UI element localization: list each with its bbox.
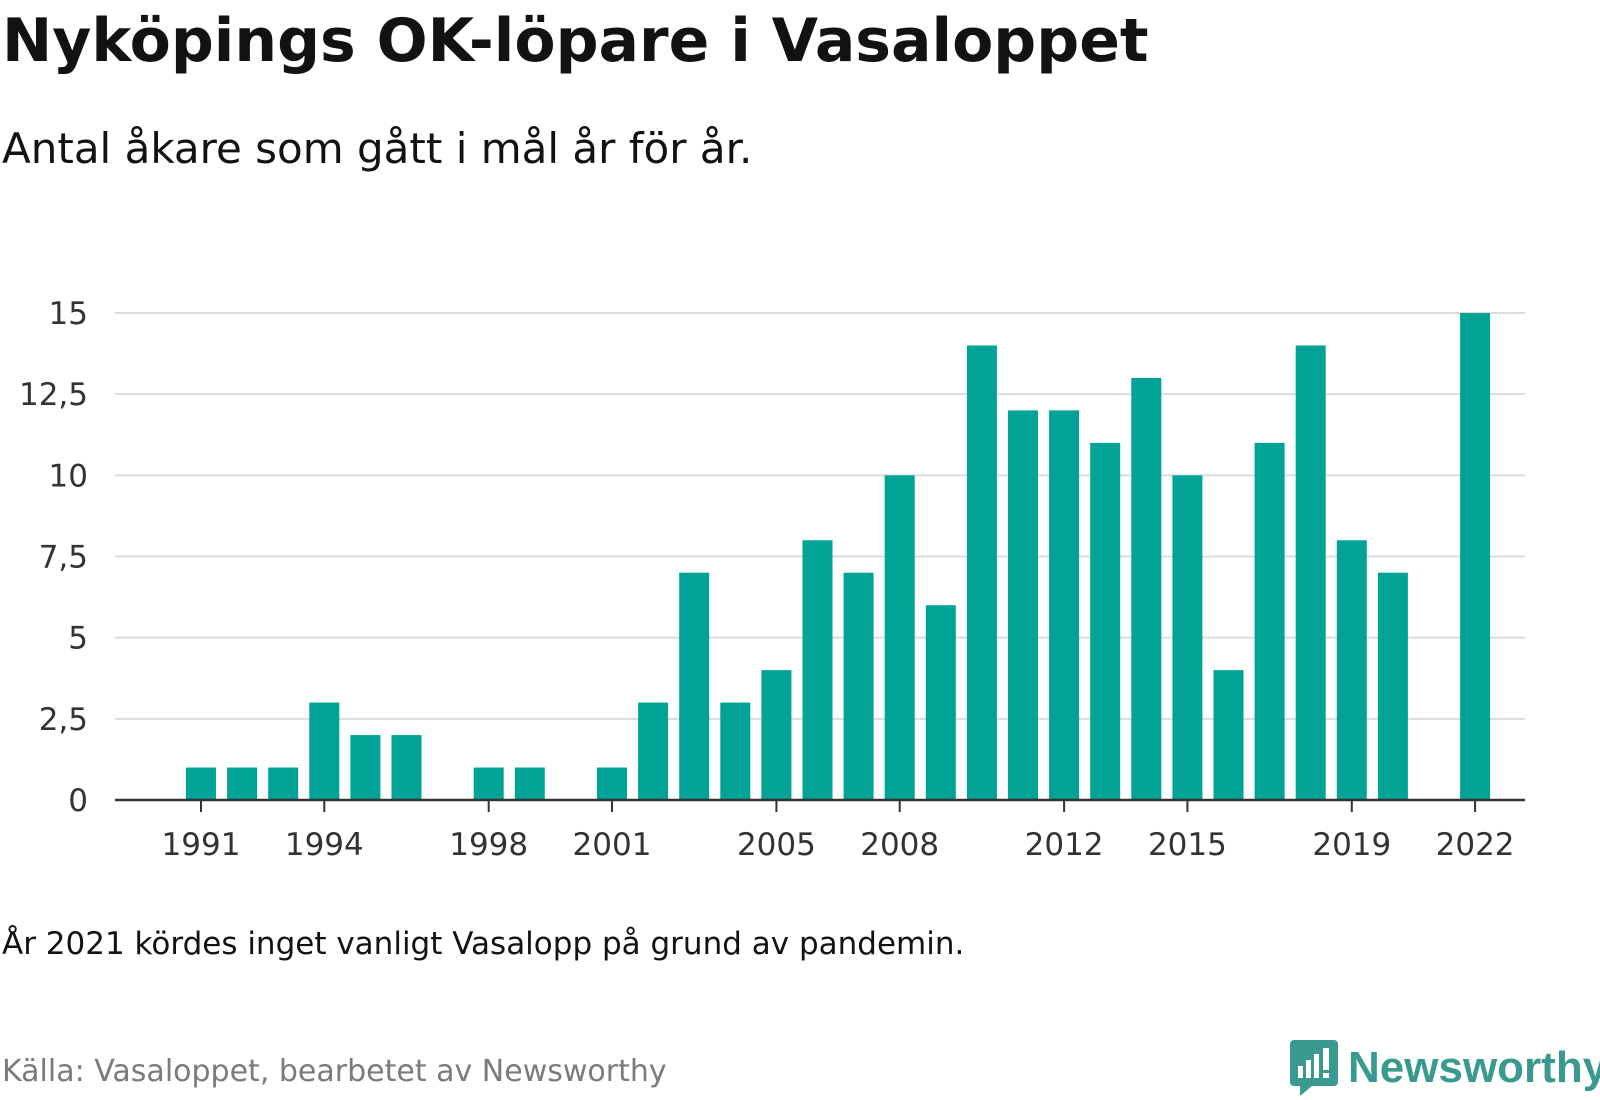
bar-1996 [391, 735, 422, 800]
bar-2003 [679, 572, 710, 800]
bar-2017 [1254, 442, 1285, 800]
bar-2009 [925, 605, 956, 800]
x-axis-labels: 1991 1994 1998 2001 2005 2008 2012 2015 2019 2022 [162, 827, 1515, 863]
bar-2019 [1336, 540, 1367, 800]
y-tick-label: 0 [68, 783, 88, 819]
footnote: År 2021 kördes inget vanligt Vasalopp på… [2, 926, 965, 962]
chart-title: Nyköpings OK-löpare i Vasaloppet [2, 6, 1149, 76]
bar-1994 [309, 702, 340, 800]
y-tick-label: 12,5 [19, 377, 88, 413]
x-tick-label: 2008 [860, 827, 939, 863]
bar-2022 [1460, 313, 1491, 800]
bar-2018 [1295, 345, 1326, 800]
bar-2001 [597, 767, 627, 800]
bar-2014 [1131, 377, 1162, 800]
bar-2004 [720, 702, 751, 800]
bar-2006 [802, 540, 833, 800]
bar-2012 [1049, 410, 1080, 800]
bar-chart: 0 2,5 5 7,5 10 12,5 15 1991 1994 1998 2001 2005 200… [19, 296, 1525, 863]
bar-1993 [268, 767, 299, 800]
bar-2002 [638, 702, 669, 800]
newsworthy-logo-text: Newsworthy [1348, 1043, 1600, 1092]
x-tick-label: 2015 [1148, 827, 1227, 863]
bar-2013 [1090, 442, 1121, 800]
bar-2020 [1377, 572, 1408, 800]
x-tick-label: 1998 [449, 827, 528, 863]
bar-1992 [227, 767, 258, 800]
y-tick-label: 10 [49, 458, 88, 494]
bar-1995 [350, 735, 381, 800]
source-credit: Källa: Vasaloppet, bearbetet av Newswort… [2, 1054, 667, 1089]
y-tick-label: 2,5 [39, 702, 88, 738]
x-tick-label: 2022 [1436, 827, 1515, 863]
bar-2011 [1008, 410, 1038, 800]
y-tick-label: 15 [49, 296, 88, 332]
y-tick-label: 7,5 [39, 540, 88, 576]
x-tick-label: 2012 [1025, 827, 1104, 863]
x-tick-label: 2005 [737, 827, 816, 863]
x-tick-label: 2001 [573, 827, 652, 863]
bar-1999 [514, 767, 545, 800]
chart-subtitle: Antal åkare som gått i mål år för år. [2, 124, 753, 173]
bar-1991 [186, 767, 216, 800]
newsworthy-logo-icon [1290, 1040, 1338, 1096]
y-axis-labels: 0 2,5 5 7,5 10 12,5 15 [19, 296, 88, 819]
bar-1998 [473, 767, 504, 800]
x-tick-label: 1991 [162, 827, 241, 863]
bar-2007 [843, 572, 874, 800]
y-tick-label: 5 [68, 621, 88, 657]
newsworthy-logo: Newsworthy [1290, 1040, 1600, 1096]
bar-2015 [1172, 475, 1203, 800]
bar-2010 [966, 345, 997, 800]
x-tick-label: 1994 [285, 827, 364, 863]
bars [186, 313, 1491, 800]
x-tick-label: 2019 [1312, 827, 1391, 863]
bar-2016 [1213, 670, 1244, 800]
bar-2008 [884, 475, 915, 800]
bar-2005 [761, 670, 792, 800]
x-axis [115, 798, 1525, 812]
